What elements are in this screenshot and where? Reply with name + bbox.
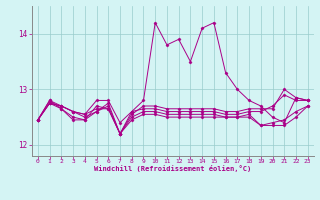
X-axis label: Windchill (Refroidissement éolien,°C): Windchill (Refroidissement éolien,°C)	[94, 165, 252, 172]
